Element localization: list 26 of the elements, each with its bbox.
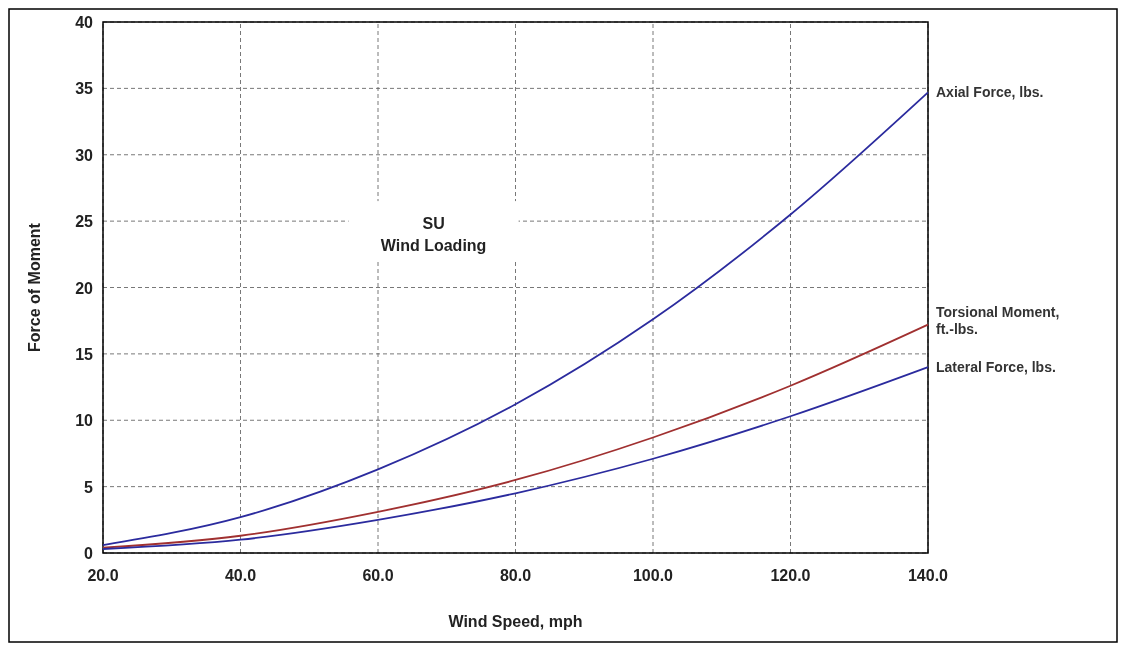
x-tick-label: 80.0 <box>499 567 532 584</box>
x-tick-label: 140.0 <box>907 567 949 584</box>
series-label: Lateral Force, lbs. <box>936 359 1056 376</box>
y-tick-label: 15 <box>75 345 94 363</box>
annotation: SU <box>422 215 445 233</box>
x-tick-label: 120.0 <box>770 567 811 584</box>
x-tick-label: 100.0 <box>632 567 674 584</box>
y-tick-label: 10 <box>75 412 94 430</box>
x-tick-label: 40.0 <box>224 567 257 584</box>
series-label: Torsional Moment, ft.-lbs. <box>936 303 1060 337</box>
line-series <box>102 323 929 549</box>
y-tick-label: 0 <box>84 545 94 562</box>
line-series <box>102 366 929 550</box>
x-tick-label: 60.0 <box>362 567 394 584</box>
y-tick-label: 35 <box>75 80 94 98</box>
series-label: Axial Force, lbs. <box>936 84 1044 101</box>
y-tick-label: 40 <box>75 14 94 31</box>
x-tick-label: 20.0 <box>87 567 119 584</box>
x-axis-title: Wind Speed, mph <box>448 613 583 630</box>
line-series <box>102 91 929 546</box>
y-tick-label: 20 <box>75 279 94 297</box>
y-tick-label: 25 <box>75 213 94 231</box>
annotation: Wind Loading <box>380 237 487 255</box>
y-tick-label: 5 <box>84 478 94 496</box>
y-axis-title: Force of Moment <box>26 222 43 352</box>
y-tick-label: 30 <box>75 146 94 164</box>
